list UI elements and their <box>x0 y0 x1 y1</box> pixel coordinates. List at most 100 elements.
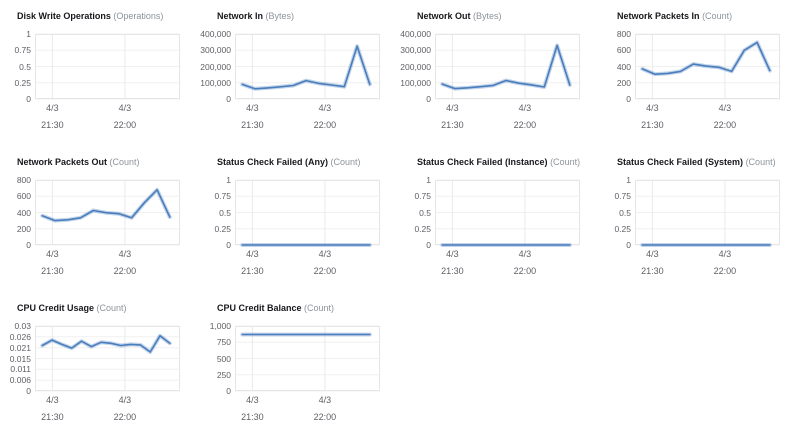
chart-title-text: Disk Write Operations <box>17 11 111 21</box>
y-axis-tick-label: 400 <box>16 207 31 218</box>
metric-chart-tile[interactable]: Network Packets In (Count) 800 600 400 200 0… <box>600 0 800 146</box>
y-axis-tick-label: 0 <box>226 386 231 396</box>
y-axis-tick-label: 1 <box>26 29 31 39</box>
chart-title-text: Network Packets Out <box>17 157 108 167</box>
y-axis-tick-label: 300,000 <box>400 45 431 56</box>
metric-chart-tile[interactable]: Status Check Failed (System) (Count) 1 0.… <box>600 146 800 292</box>
chart-canvas <box>35 179 180 246</box>
chart-canvas <box>435 33 580 100</box>
y-axis-tick-label: 600 <box>16 191 31 202</box>
y-axis-tick-label: 1,000 <box>209 321 231 331</box>
y-axis-tick-label: 200 <box>16 223 31 234</box>
chart-plot-area[interactable] <box>435 179 580 247</box>
x-axis-tick-label: 21:30 <box>641 266 664 276</box>
y-axis-tick-label: 400,000 <box>200 29 231 39</box>
x-axis-tick-label: 4/3 <box>718 103 732 113</box>
y-axis-tick-label: 600 <box>616 45 631 56</box>
chart-title-text: Status Check Failed (Any) <box>217 157 329 167</box>
chart-title-text: Network In <box>217 11 264 21</box>
metric-chart-tile[interactable]: Network In (Bytes) 400,000 300,000 200,000… <box>200 0 400 146</box>
chart-title-text: CPU Credit Balance <box>217 303 302 313</box>
x-axis-tick-label: 4/3 <box>446 103 459 113</box>
metric-chart-tile[interactable]: Network Packets Out (Count) 800 600 400 200… <box>0 146 200 292</box>
chart-title-text: Status Check Failed (System) <box>617 157 744 167</box>
chart-title-text: CPU Credit Usage <box>17 303 95 313</box>
y-axis-tick-label: 0.011 <box>10 364 31 375</box>
x-axis-tick-label: 4/3 <box>46 395 59 405</box>
chart-plot-area[interactable] <box>635 33 780 100</box>
chart-plot-area[interactable] <box>235 33 380 100</box>
x-axis-tick-label: 22:00 <box>113 266 137 276</box>
x-axis-tick-label: 22:00 <box>313 266 337 276</box>
chart-unit-text: (Count) <box>330 157 361 167</box>
chart-title: Network Packets Out (Count) <box>17 157 140 168</box>
x-axis-tick-label: 4/3 <box>246 249 259 259</box>
x-axis-tick-label: 22:00 <box>113 120 137 130</box>
chart-title-text: Network Out <box>417 11 471 21</box>
chart-title: Status Check Failed (Any) (Count) <box>217 157 361 168</box>
y-axis-tick-label: 0.5 <box>19 61 31 72</box>
chart-canvas <box>35 33 180 100</box>
metric-chart-tile[interactable]: Disk Write Operations (Operations) 1 0.75… <box>0 0 200 146</box>
x-axis-tick-label: 4/3 <box>518 249 532 259</box>
chart-plot-area[interactable] <box>435 33 580 100</box>
metric-chart-tile[interactable]: CPU Credit Balance (Count) 1,000 750 500 25… <box>200 292 400 438</box>
y-axis-tick-label: 0 <box>426 240 431 250</box>
chart-canvas <box>35 325 180 392</box>
chart-plot-area[interactable] <box>635 179 780 247</box>
chart-canvas <box>235 33 380 100</box>
metric-chart-tile[interactable]: Status Check Failed (Instance) (Count) 1… <box>400 146 600 292</box>
x-axis-tick-label: 4/3 <box>446 249 459 259</box>
chart-title: Network In (Bytes) <box>217 11 294 22</box>
chart-title: Network Packets In (Count) <box>617 11 732 22</box>
chart-unit-text: (Count) <box>304 303 335 313</box>
x-axis-tick-label: 22:00 <box>313 120 337 130</box>
y-axis-tick-label: 0 <box>26 386 31 396</box>
chart-title-text: Status Check Failed (Instance) <box>417 157 548 167</box>
y-axis-tick-label: 250 <box>216 369 231 380</box>
chart-title: Status Check Failed (System) (Count) <box>617 157 776 168</box>
y-axis-tick-label: 0 <box>226 240 231 250</box>
y-axis-tick-label: 100,000 <box>200 77 231 88</box>
y-axis-tick-label: 750 <box>216 337 231 348</box>
y-axis-tick-label: 300,000 <box>200 45 231 56</box>
metric-chart-tile[interactable]: CPU Credit Usage (Count) 0.03 0.026 0.021 0… <box>0 292 200 438</box>
chart-plot-area[interactable] <box>35 33 180 100</box>
x-axis-tick-label: 4/3 <box>118 395 132 405</box>
y-axis-tick-label: 0.25 <box>614 223 631 234</box>
y-axis-tick-label: 1 <box>426 175 431 185</box>
y-axis-tick-label: 0.25 <box>414 223 431 234</box>
chart-unit-text: (Bytes) <box>473 11 502 21</box>
x-axis-tick-label: 22:00 <box>113 412 137 422</box>
chart-title: Status Check Failed (Instance) (Count) <box>417 157 580 168</box>
y-axis-tick-label: 0.5 <box>219 207 231 218</box>
x-axis-tick-label: 21:30 <box>241 266 264 276</box>
metric-chart-tile[interactable]: Status Check Failed (Any) (Count) 1 0.75 0… <box>200 146 400 292</box>
x-axis-tick-label: 4/3 <box>518 103 532 113</box>
x-axis-tick-label: 4/3 <box>118 249 132 259</box>
x-axis-tick-label: 4/3 <box>646 249 659 259</box>
metric-chart-tile[interactable]: Network Out (Bytes) 400,000 300,000 200,00… <box>400 0 600 146</box>
y-axis-tick-label: 0.75 <box>414 191 431 202</box>
x-axis-tick-label: 4/3 <box>718 249 732 259</box>
chart-plot-area[interactable] <box>35 179 180 246</box>
y-axis-tick-label: 0 <box>26 94 31 104</box>
chart-unit-text: (Count) <box>109 157 140 167</box>
chart-plot-area[interactable] <box>235 179 380 247</box>
y-axis-tick-label: 0.25 <box>214 223 231 234</box>
chart-plot-area[interactable] <box>235 325 380 392</box>
y-axis-tick-label: 800 <box>616 29 631 39</box>
y-axis-tick-label: 1 <box>626 175 631 185</box>
chart-canvas <box>635 179 780 247</box>
x-axis-tick-label: 21:30 <box>441 120 464 130</box>
x-axis-tick-label: 4/3 <box>318 103 332 113</box>
y-axis-tick-label: 0.026 <box>9 331 31 342</box>
y-axis-tick-label: 400,000 <box>400 29 431 39</box>
x-axis-tick-label: 4/3 <box>318 395 332 405</box>
y-axis-tick-label: 500 <box>216 353 231 364</box>
chart-title: Disk Write Operations (Operations) <box>17 11 163 22</box>
y-axis-tick-label: 1 <box>226 175 231 185</box>
chart-plot-area[interactable] <box>35 325 180 392</box>
